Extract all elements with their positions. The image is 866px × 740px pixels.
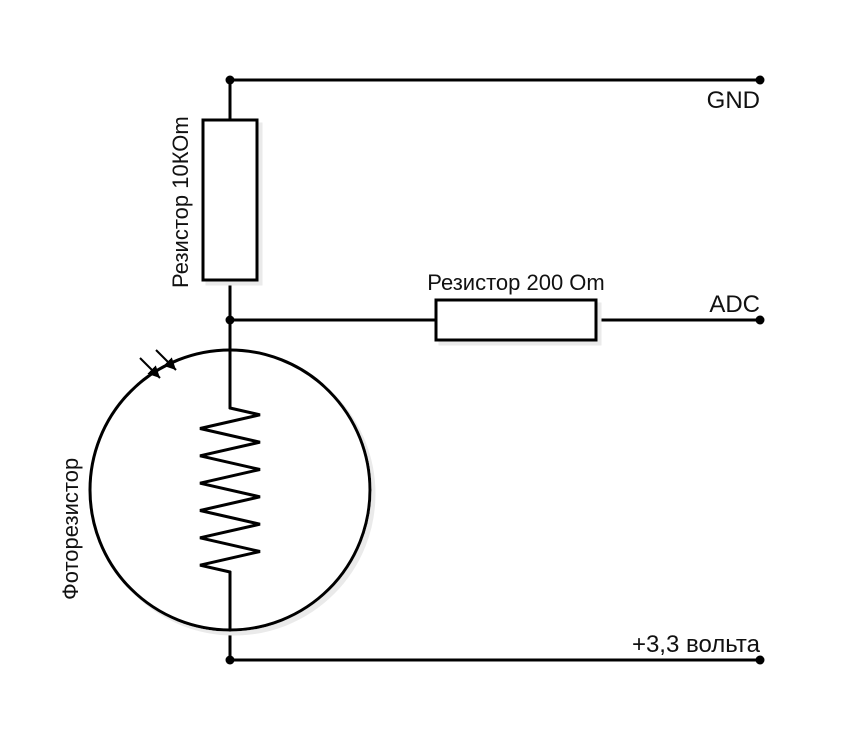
wire-node <box>226 76 235 85</box>
vcc-label: +3,3 вольта <box>632 631 761 658</box>
wire-node <box>756 76 765 85</box>
circuit-diagram: GND ADC +3,3 вольта Резистор 10КОm Резистор … <box>0 0 866 740</box>
r1-label: Резистор 10КОm <box>168 116 193 288</box>
wire-node <box>226 316 235 325</box>
photoresistor-label: Фоторезистор <box>58 458 83 600</box>
adc-label: ADC <box>709 291 760 318</box>
wire-node <box>226 656 235 665</box>
r2-label: Резистор 200 Оm <box>427 270 605 295</box>
gnd-label: GND <box>707 87 760 114</box>
resistor-10k <box>203 120 257 280</box>
resistor-200 <box>436 300 596 340</box>
components <box>90 120 596 630</box>
